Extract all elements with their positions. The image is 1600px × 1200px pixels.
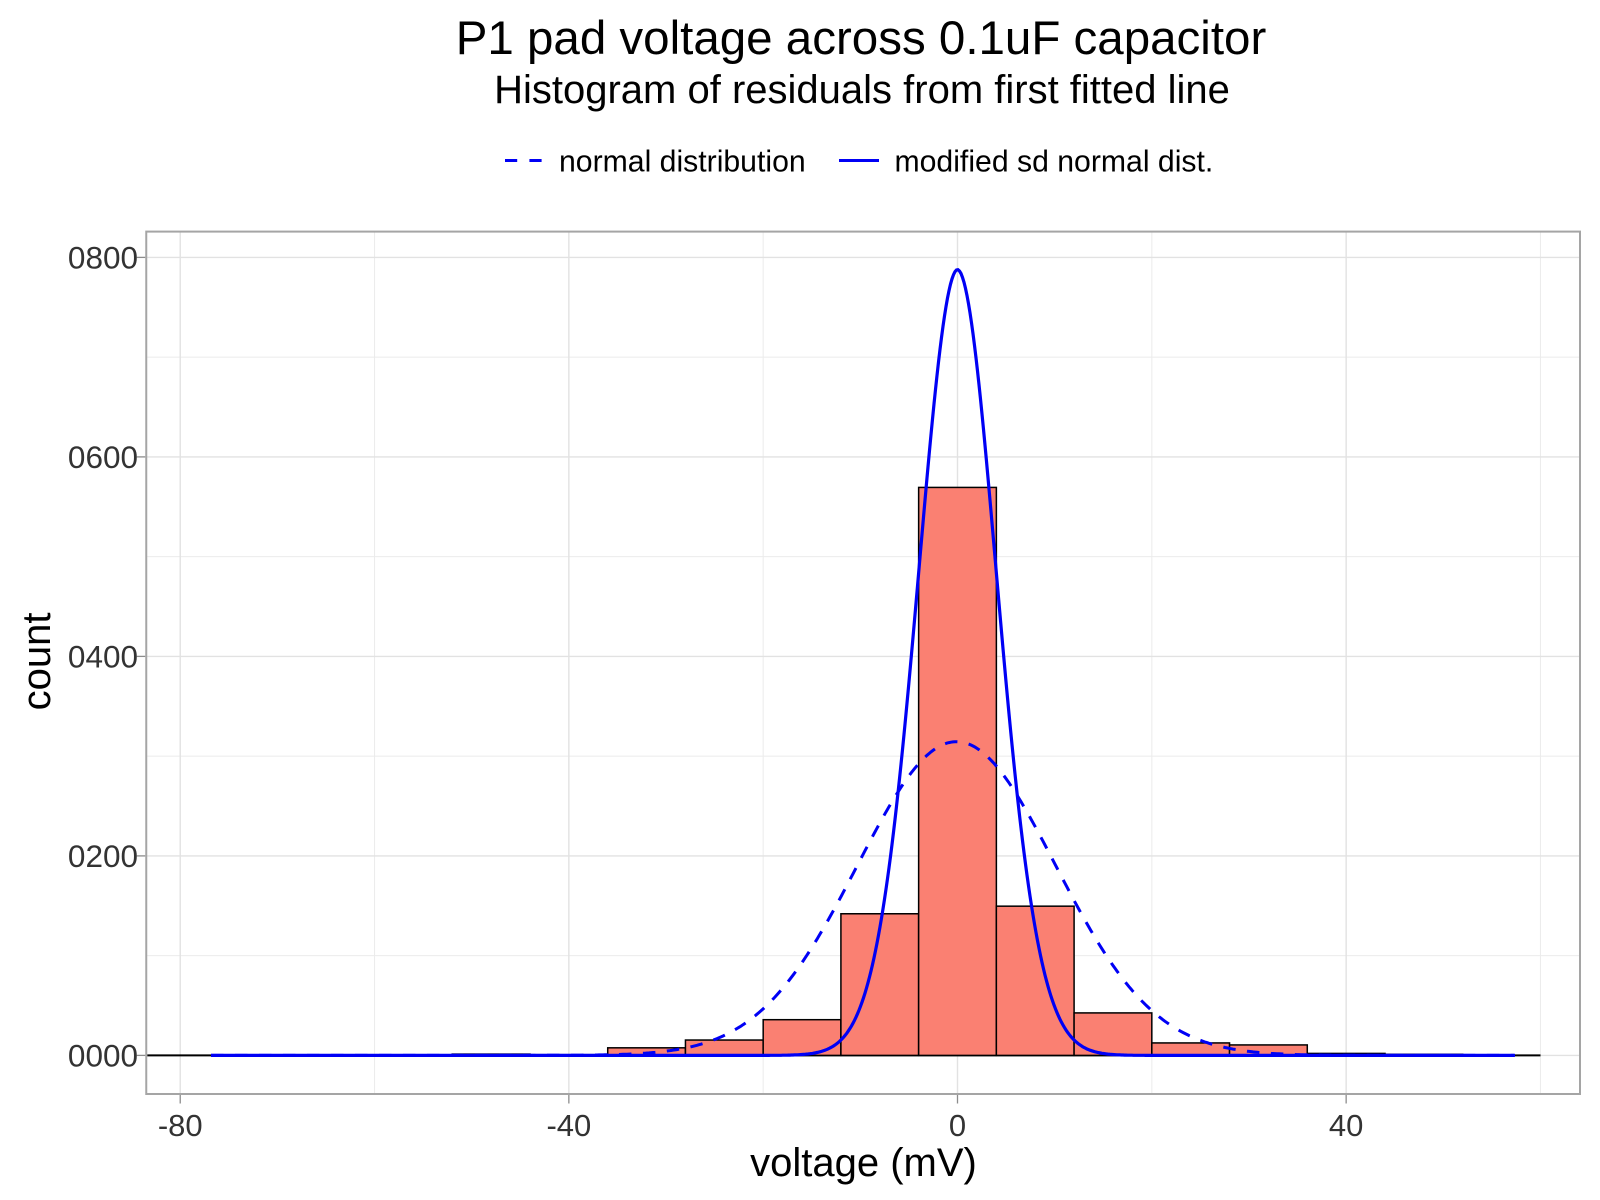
svg-text:0600: 0600 bbox=[68, 439, 138, 475]
svg-text:-80: -80 bbox=[158, 1108, 203, 1143]
svg-text:count: count bbox=[15, 613, 59, 711]
svg-text:0800: 0800 bbox=[68, 239, 138, 275]
svg-text:0000: 0000 bbox=[68, 1037, 138, 1073]
svg-text:voltage (mV): voltage (mV) bbox=[750, 1141, 977, 1185]
svg-text:modified sd normal dist.: modified sd normal dist. bbox=[895, 145, 1214, 178]
svg-text:-40: -40 bbox=[546, 1108, 591, 1143]
svg-text:P1 pad voltage across 0.1uF ca: P1 pad voltage across 0.1uF capacitor bbox=[456, 12, 1267, 65]
svg-text:Histogram of residuals from fi: Histogram of residuals from first fitted… bbox=[494, 68, 1230, 112]
svg-text:40: 40 bbox=[1329, 1108, 1363, 1143]
svg-text:0400: 0400 bbox=[68, 638, 138, 674]
svg-text:0200: 0200 bbox=[68, 838, 138, 874]
svg-text:0: 0 bbox=[949, 1108, 966, 1143]
svg-text:normal distribution: normal distribution bbox=[559, 145, 806, 178]
